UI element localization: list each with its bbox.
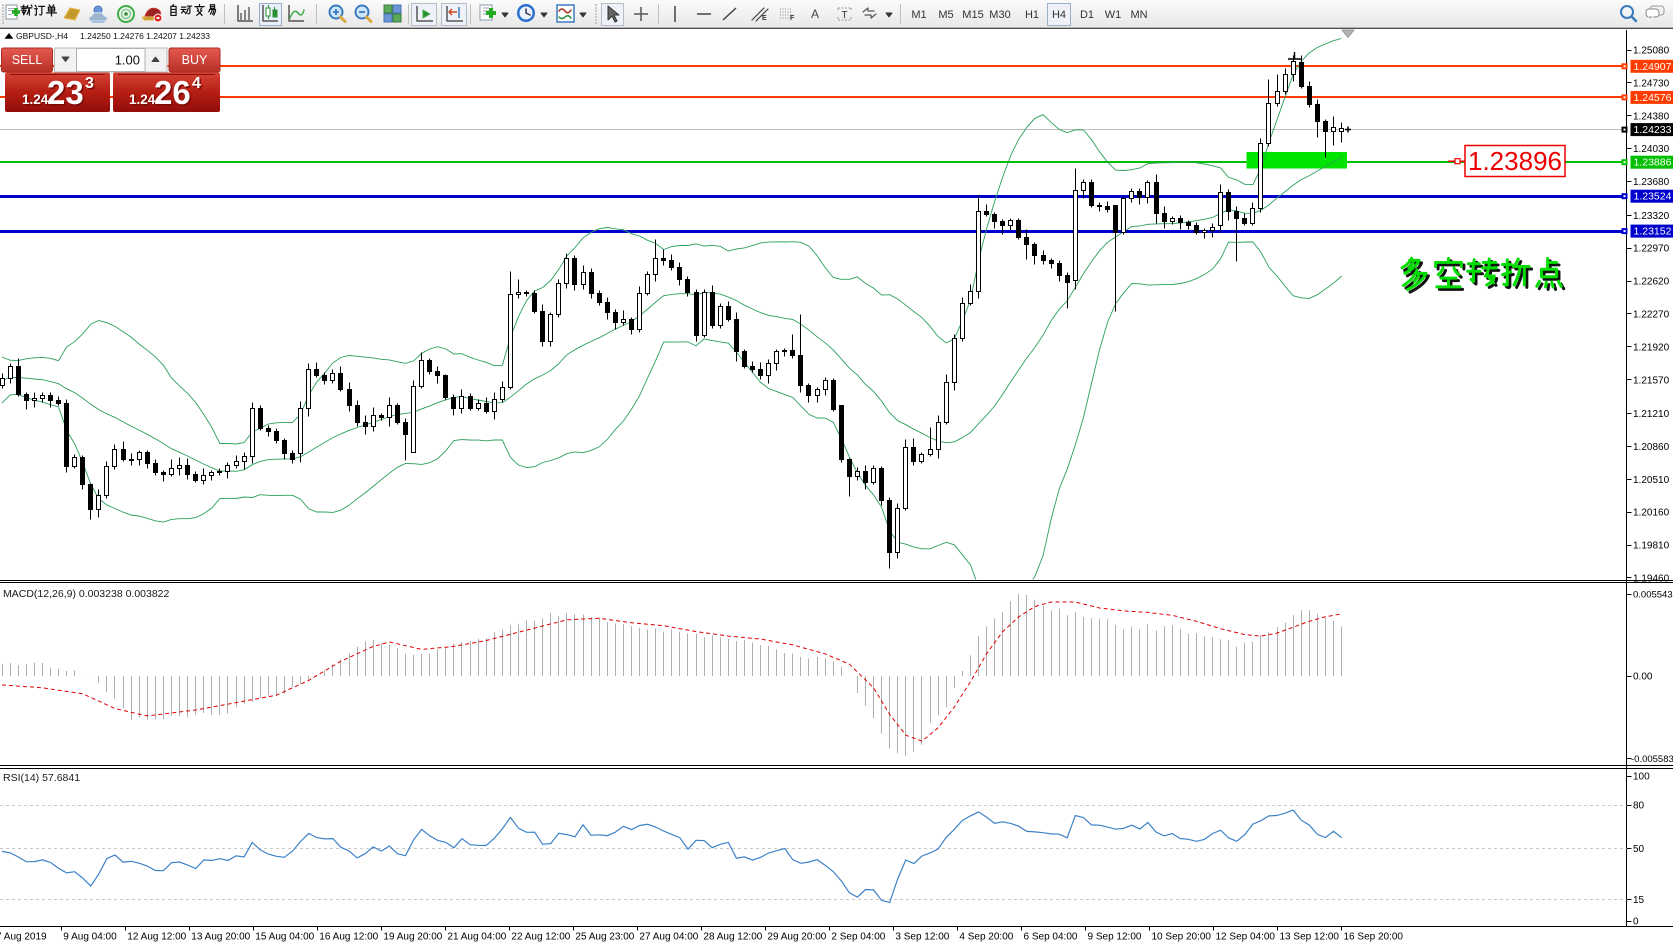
svg-text:1.24907: 1.24907 — [1634, 61, 1672, 73]
svg-text:1.23886: 1.23886 — [1634, 157, 1672, 169]
svg-text:22 Aug 12:00: 22 Aug 12:00 — [511, 932, 570, 943]
svg-text:1.24: 1.24 — [24, 94, 51, 109]
svg-text:F: F — [790, 15, 795, 22]
svg-text:1.24730: 1.24730 — [1633, 78, 1670, 89]
svg-text:6 Sep 04:00: 6 Sep 04:00 — [1024, 932, 1078, 943]
svg-text:1.24250 1.24276 1.24207 1.2423: 1.24250 1.24276 1.24207 1.24233 — [80, 31, 210, 41]
svg-text:12 Sep 04:00: 12 Sep 04:00 — [1216, 932, 1276, 943]
svg-text:1.24: 1.24 — [131, 94, 158, 109]
svg-text:12 Aug 12:00: 12 Aug 12:00 — [127, 932, 186, 943]
svg-text:1.20160: 1.20160 — [1633, 508, 1670, 519]
svg-text:3 Sep 12:00: 3 Sep 12:00 — [895, 932, 949, 943]
svg-text:28 Aug 12:00: 28 Aug 12:00 — [703, 932, 762, 943]
svg-text:1.24030: 1.24030 — [1633, 144, 1670, 155]
svg-text:1.21570: 1.21570 — [1633, 375, 1670, 386]
svg-text:1.00: 1.00 — [115, 53, 140, 68]
svg-text:H1: H1 — [1025, 9, 1039, 21]
svg-text:RSI(14) 57.6841: RSI(14) 57.6841 — [3, 772, 80, 784]
svg-text:W1: W1 — [1105, 9, 1122, 21]
svg-text:16 Aug 12:00: 16 Aug 12:00 — [319, 932, 378, 943]
svg-text:9 Sep 12:00: 9 Sep 12:00 — [1088, 932, 1142, 943]
svg-text:1.23896: 1.23896 — [1468, 146, 1562, 176]
svg-text:27 Aug 04:00: 27 Aug 04:00 — [639, 932, 698, 943]
svg-text:13 Sep 12:00: 13 Sep 12:00 — [1280, 932, 1340, 943]
svg-text:15: 15 — [1633, 895, 1645, 906]
svg-text:1.22970: 1.22970 — [1633, 244, 1670, 255]
svg-text:1.23680: 1.23680 — [1633, 177, 1670, 188]
svg-text:BUY: BUY — [182, 53, 208, 67]
svg-text:1.23152: 1.23152 — [1634, 226, 1672, 238]
svg-text:0.00: 0.00 — [1633, 672, 1653, 683]
svg-text:1.21920: 1.21920 — [1633, 342, 1670, 353]
svg-text:M5: M5 — [938, 9, 953, 21]
svg-text:1.24576: 1.24576 — [1634, 92, 1672, 104]
svg-text:23: 23 — [47, 74, 84, 111]
svg-text:4: 4 — [194, 77, 203, 94]
svg-text:15 Aug 04:00: 15 Aug 04:00 — [255, 932, 314, 943]
svg-text:13 Aug 20:00: 13 Aug 20:00 — [191, 932, 250, 943]
svg-text:23: 23 — [49, 76, 86, 113]
svg-text:3: 3 — [85, 75, 94, 92]
svg-text:26: 26 — [154, 74, 191, 111]
svg-text:1.21210: 1.21210 — [1633, 409, 1670, 420]
svg-text:M1: M1 — [911, 9, 926, 21]
svg-text:1.20860: 1.20860 — [1633, 442, 1670, 453]
svg-text:T: T — [841, 10, 847, 21]
svg-text:9 Aug 04:00: 9 Aug 04:00 — [63, 932, 117, 943]
svg-text:19 Aug 20:00: 19 Aug 20:00 — [383, 932, 442, 943]
svg-text:1.25080: 1.25080 — [1633, 46, 1670, 57]
svg-text:0: 0 — [1633, 917, 1639, 928]
svg-text:1.20510: 1.20510 — [1633, 475, 1670, 486]
svg-text:100: 100 — [1633, 772, 1650, 783]
svg-text:21 Aug 04:00: 21 Aug 04:00 — [447, 932, 506, 943]
svg-text:D1: D1 — [1080, 9, 1094, 21]
svg-text:2 Sep 04:00: 2 Sep 04:00 — [831, 932, 885, 943]
svg-text:1.24380: 1.24380 — [1633, 111, 1670, 122]
svg-text:1.23524: 1.23524 — [1634, 191, 1672, 203]
svg-text:26: 26 — [156, 76, 193, 113]
svg-text:SELL: SELL — [12, 53, 43, 67]
svg-text:1.24: 1.24 — [22, 92, 49, 107]
svg-text:MACD(12,26,9) 0.003238 0.00382: MACD(12,26,9) 0.003238 0.003822 — [3, 588, 170, 600]
svg-text:29 Aug 20:00: 29 Aug 20:00 — [767, 932, 826, 943]
svg-text:1.22270: 1.22270 — [1633, 310, 1670, 321]
svg-text:3: 3 — [87, 77, 96, 94]
svg-text:80: 80 — [1633, 801, 1645, 812]
svg-text:4 Sep 20:00: 4 Sep 20:00 — [959, 932, 1013, 943]
svg-text:M30: M30 — [989, 9, 1010, 21]
svg-text:1.19810: 1.19810 — [1633, 541, 1670, 552]
svg-text:E: E — [762, 15, 767, 22]
svg-text:A: A — [811, 7, 819, 21]
svg-text:0.005543: 0.005543 — [1633, 590, 1673, 601]
svg-text:4: 4 — [192, 75, 201, 92]
svg-text:25 Aug 23:00: 25 Aug 23:00 — [575, 932, 634, 943]
svg-text:1.24: 1.24 — [129, 92, 156, 107]
svg-text:7 Aug 2019: 7 Aug 2019 — [0, 932, 47, 943]
svg-text:H4: H4 — [1052, 9, 1066, 21]
svg-text:1.19460: 1.19460 — [1633, 574, 1670, 585]
svg-text:1.23320: 1.23320 — [1633, 211, 1670, 222]
svg-text:10 Sep 20:00: 10 Sep 20:00 — [1152, 932, 1212, 943]
svg-text:-0.005583: -0.005583 — [1631, 754, 1673, 765]
svg-text:M15: M15 — [962, 9, 983, 21]
svg-text:MN: MN — [1130, 9, 1147, 21]
svg-text:1.24233: 1.24233 — [1634, 124, 1672, 136]
svg-text:1.22620: 1.22620 — [1633, 277, 1670, 288]
svg-text:50: 50 — [1633, 844, 1645, 855]
svg-text:16 Sep 20:00: 16 Sep 20:00 — [1344, 932, 1404, 943]
svg-text:GBPUSD-,H4: GBPUSD-,H4 — [16, 31, 68, 41]
